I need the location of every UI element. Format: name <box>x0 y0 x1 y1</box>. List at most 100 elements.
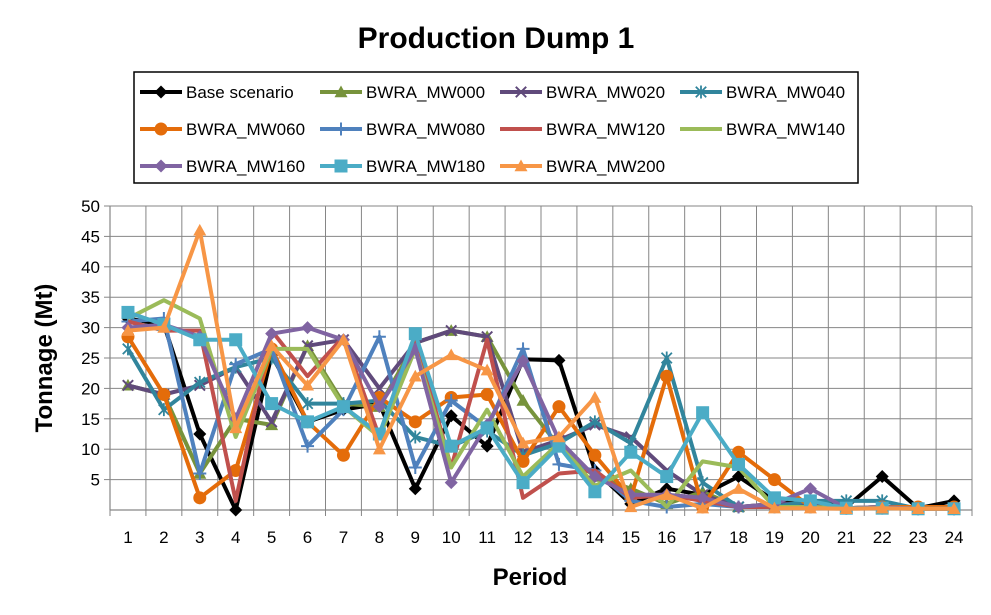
legend-item: BWRA_MW160 <box>140 157 305 176</box>
x-tick-label: 12 <box>514 528 533 547</box>
data-point <box>444 476 458 490</box>
data-point <box>624 500 638 513</box>
x-tick-label: 15 <box>621 528 640 547</box>
data-point <box>624 445 638 459</box>
legend: Base scenario BWRA_MW000 BWRA_MW020 BWRA_MW… <box>140 83 845 176</box>
data-point <box>803 501 817 514</box>
y-tick-label: 35 <box>81 288 100 307</box>
x-axis-title: Period <box>493 564 568 591</box>
legend-swatch-marker <box>334 159 348 173</box>
legend-label: BWRA_MW200 <box>546 157 665 176</box>
y-tick-label: 30 <box>81 319 100 338</box>
data-point <box>660 351 673 365</box>
data-point <box>157 387 171 401</box>
data-point <box>301 439 315 453</box>
x-tick-label: 11 <box>478 528 496 547</box>
y-tick-label: 25 <box>81 349 100 368</box>
y-tick-label: 40 <box>81 258 100 277</box>
data-point <box>588 448 602 462</box>
data-point <box>481 330 494 343</box>
x-tick-label: 10 <box>442 528 461 547</box>
x-tick-label: 7 <box>339 528 348 547</box>
x-tick-label: 1 <box>123 528 132 547</box>
data-point <box>660 488 674 500</box>
data-point <box>445 324 458 337</box>
data-point <box>265 415 278 428</box>
data-point <box>803 482 817 496</box>
data-point <box>552 457 566 471</box>
data-point <box>732 500 746 514</box>
x-tick-label: 22 <box>873 528 892 547</box>
data-point <box>516 354 530 368</box>
x-tick-label: 3 <box>195 528 204 547</box>
legend-label: BWRA_MW000 <box>366 83 485 102</box>
x-tick-label: 20 <box>801 528 820 547</box>
y-tick-label: 50 <box>81 197 100 216</box>
data-point <box>875 501 889 514</box>
y-axis-title: Tonnage (Mt) <box>31 284 58 433</box>
data-point <box>767 473 781 487</box>
legend-swatch-marker <box>515 86 527 98</box>
x-tick-label: 13 <box>549 528 568 547</box>
data-point <box>336 333 350 345</box>
data-point <box>229 463 243 477</box>
y-tick-label: 45 <box>81 227 100 246</box>
legend-label: BWRA_MW040 <box>726 83 845 102</box>
data-point <box>444 348 458 361</box>
data-point <box>696 501 710 514</box>
x-tick-label: 23 <box>909 528 928 547</box>
y-tick-label: 20 <box>81 379 100 398</box>
data-point <box>552 353 566 367</box>
data-point <box>408 415 422 429</box>
x-tick-label: 24 <box>945 528 964 547</box>
data-point <box>516 476 530 490</box>
legend-label: BWRA_MW160 <box>186 157 305 176</box>
data-point <box>193 427 207 441</box>
data-point <box>229 333 243 347</box>
y-tick-label: 15 <box>81 410 100 429</box>
x-tick-label: 21 <box>837 528 856 547</box>
legend-label: BWRA_MW120 <box>546 120 665 139</box>
data-point <box>122 379 134 392</box>
x-tick-labels: 1 2 3 4 5 6 7 8 9 10 11 12 13 14 15 16 17 18 19 20 21 22 23 24 <box>123 528 963 547</box>
data-point <box>265 397 279 411</box>
data-point <box>229 503 243 517</box>
y-tick-labels: 5 10 15 20 25 30 35 40 45 50 <box>81 197 100 490</box>
data-point <box>732 482 746 494</box>
data-point <box>193 375 206 389</box>
x-tick-label: 8 <box>375 528 384 547</box>
data-point <box>660 470 674 484</box>
x-tick-label: 9 <box>411 528 420 547</box>
data-point <box>301 415 315 429</box>
data-point <box>301 397 314 411</box>
data-point <box>229 357 243 371</box>
legend-label: BWRA_MW060 <box>186 120 305 139</box>
data-point <box>911 502 925 514</box>
data-point <box>408 482 422 496</box>
data-point <box>265 418 279 431</box>
data-point <box>732 445 746 459</box>
data-point <box>947 502 961 514</box>
data-point <box>803 494 817 508</box>
data-point <box>121 305 135 319</box>
data-point <box>480 421 494 435</box>
data-point <box>588 391 602 403</box>
x-tick-label: 19 <box>765 528 784 547</box>
data-point <box>193 491 207 505</box>
data-point <box>265 339 279 352</box>
data-point <box>516 454 530 468</box>
legend-item: BWRA_MW080 <box>320 120 485 139</box>
data-point <box>660 369 674 383</box>
x-tick-label: 17 <box>693 528 712 547</box>
data-point <box>193 333 207 347</box>
y-tick-label: 5 <box>91 471 100 490</box>
data-point <box>767 491 781 505</box>
data-point <box>408 327 422 341</box>
data-point <box>336 448 350 462</box>
data-point <box>588 485 602 499</box>
data-point <box>409 430 422 444</box>
x-tick-label: 5 <box>267 528 276 547</box>
legend-swatch-marker <box>154 85 168 99</box>
data-point <box>444 394 458 408</box>
